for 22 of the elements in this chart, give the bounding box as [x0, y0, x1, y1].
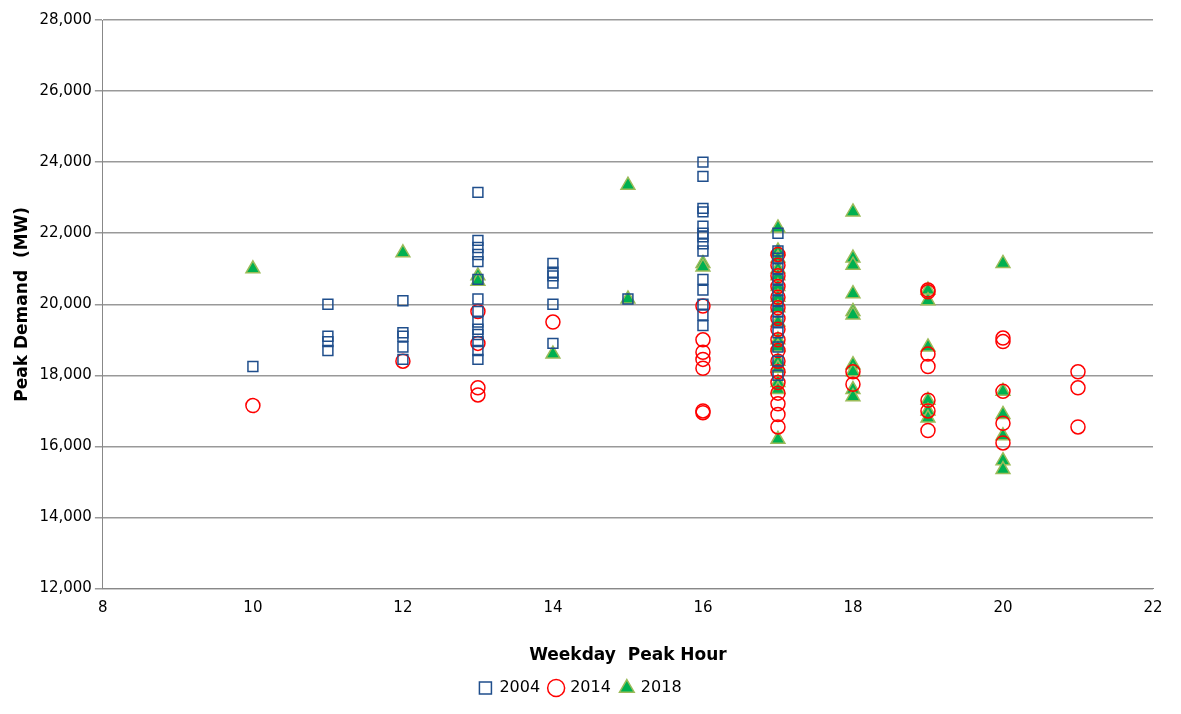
legend-label: 2014 — [570, 677, 611, 697]
x-tick-label: 18 — [843, 598, 863, 617]
y-tick-label: 22,000 — [39, 223, 92, 242]
y-tick-label: 16,000 — [39, 436, 92, 455]
y-tick-label: 28,000 — [39, 9, 92, 28]
x-tick-label: 16 — [693, 598, 713, 617]
y-tick-label: 14,000 — [39, 507, 92, 526]
x-tick-label: 12 — [393, 598, 413, 617]
x-tick-label: 22 — [1143, 598, 1163, 617]
y-tick-label: 20,000 — [39, 294, 92, 313]
legend-label: 2004 — [499, 677, 541, 697]
x-axis-title: Weekday Peak Hour — [529, 644, 728, 665]
y-axis-title: Peak Demand (MW) — [10, 206, 31, 402]
y-tick-label: 12,000 — [39, 578, 92, 597]
y-tick-label: 18,000 — [39, 365, 92, 384]
x-tick-label: 14 — [543, 598, 563, 617]
x-tick-label: 8 — [98, 598, 108, 617]
x-tick-label: 10 — [243, 598, 263, 617]
y-tick-label: 24,000 — [39, 152, 92, 171]
legend-label: 2018 — [640, 677, 682, 697]
x-tick-label: 20 — [993, 598, 1013, 617]
y-tick-label: 26,000 — [39, 80, 92, 99]
